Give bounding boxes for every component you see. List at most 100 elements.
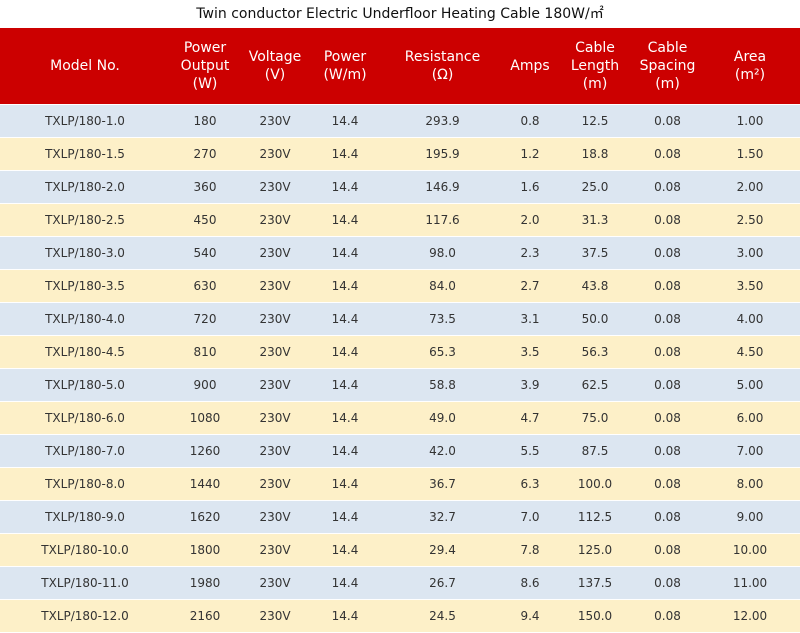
cell-resistance: 65.3: [380, 335, 505, 369]
cell-power-output: 180: [170, 104, 240, 138]
cell-amps: 3.5: [505, 335, 555, 369]
cell-resistance: 49.0: [380, 401, 505, 435]
cell-model-no: TXLP/180-5.0: [0, 368, 170, 402]
column-header-line: Model No.: [50, 57, 120, 74]
table-title: Twin conductor Electric Underfloor Heati…: [196, 6, 604, 22]
table-row: TXLP/180-4.0 720 230V 14.4 73.5 3.1 50.0 0.08 4.…: [0, 302, 800, 336]
column-header-line: (V): [264, 66, 286, 83]
cell-power-per-meter: 14.4: [310, 599, 380, 633]
cell-voltage: 230V: [240, 137, 310, 171]
cell-power-output: 630: [170, 269, 240, 303]
table-row: TXLP/180-1.5 270 230V 14.4 195.9 1.2 18.8 0.08 1…: [0, 137, 800, 171]
column-header-amps: Amps: [505, 28, 555, 105]
cell-cable-spacing: 0.08: [635, 467, 700, 501]
cell-cable-spacing: 0.08: [635, 500, 700, 534]
table-header-row: Model No. Power Output (W) Voltage (V) Power (W…: [0, 28, 800, 105]
cell-cable-spacing: 0.08: [635, 170, 700, 204]
cell-resistance: 146.9: [380, 170, 505, 204]
cell-power-output: 2160: [170, 599, 240, 633]
column-header-line: Spacing: [639, 57, 696, 74]
cell-model-no: TXLP/180-12.0: [0, 599, 170, 633]
cell-resistance: 42.0: [380, 434, 505, 468]
cell-cable-spacing: 0.08: [635, 566, 700, 600]
cell-cable-spacing: 0.08: [635, 368, 700, 402]
column-header-line: Area: [733, 48, 767, 65]
cell-cable-length: 125.0: [555, 533, 635, 567]
cell-cable-spacing: 0.08: [635, 302, 700, 336]
cell-model-no: TXLP/180-3.0: [0, 236, 170, 270]
column-header-line: (W/m): [323, 66, 367, 83]
cell-power-per-meter: 14.4: [310, 401, 380, 435]
cell-power-output: 270: [170, 137, 240, 171]
cell-cable-length: 137.5: [555, 566, 635, 600]
heating-cable-table: Model No. Power Output (W) Voltage (V) Power (W…: [0, 28, 800, 633]
column-header-line: Output: [180, 57, 230, 74]
column-header-line: Power: [323, 48, 367, 65]
cell-amps: 5.5: [505, 434, 555, 468]
column-header-line: (m): [655, 75, 680, 92]
column-header-line: Length: [570, 57, 620, 74]
cell-cable-length: 50.0: [555, 302, 635, 336]
cell-cable-length: 31.3: [555, 203, 635, 237]
cell-resistance: 84.0: [380, 269, 505, 303]
cell-cable-length: 112.5: [555, 500, 635, 534]
cell-resistance: 24.5: [380, 599, 505, 633]
column-header-power-per-meter: Power (W/m): [310, 28, 380, 105]
cell-resistance: 36.7: [380, 467, 505, 501]
column-header-voltage: Voltage (V): [240, 28, 310, 105]
column-header-line: (W): [192, 75, 218, 92]
column-header-line: Resistance: [404, 48, 481, 65]
cell-resistance: 32.7: [380, 500, 505, 534]
table-row: TXLP/180-12.0 2160 230V 14.4 24.5 9.4 150.0 0.0…: [0, 599, 800, 633]
table-row: TXLP/180-3.0 540 230V 14.4 98.0 2.3 37.5 0.08 3.…: [0, 236, 800, 270]
cell-cable-length: 18.8: [555, 137, 635, 171]
cell-cable-spacing: 0.08: [635, 104, 700, 138]
cell-power-per-meter: 14.4: [310, 170, 380, 204]
cell-area: 8.00: [700, 467, 800, 501]
cell-power-per-meter: 14.4: [310, 104, 380, 138]
cell-resistance: 58.8: [380, 368, 505, 402]
column-header-line: (Ω): [431, 66, 454, 83]
cell-cable-length: 12.5: [555, 104, 635, 138]
cell-voltage: 230V: [240, 566, 310, 600]
cell-resistance: 195.9: [380, 137, 505, 171]
column-header-power-output: Power Output (W): [170, 28, 240, 105]
cell-area: 1.00: [700, 104, 800, 138]
cell-voltage: 230V: [240, 302, 310, 336]
table-row: TXLP/180-9.0 1620 230V 14.4 32.7 7.0 112.5 0.08…: [0, 500, 800, 534]
column-header-line: Voltage: [248, 48, 302, 65]
cell-area: 4.00: [700, 302, 800, 336]
cell-voltage: 230V: [240, 236, 310, 270]
cell-power-per-meter: 14.4: [310, 269, 380, 303]
cell-cable-length: 25.0: [555, 170, 635, 204]
cell-power-per-meter: 14.4: [310, 434, 380, 468]
cell-resistance: 98.0: [380, 236, 505, 270]
cell-voltage: 230V: [240, 203, 310, 237]
cell-resistance: 29.4: [380, 533, 505, 567]
cell-model-no: TXLP/180-7.0: [0, 434, 170, 468]
cell-area: 9.00: [700, 500, 800, 534]
cell-amps: 9.4: [505, 599, 555, 633]
cell-resistance: 73.5: [380, 302, 505, 336]
cell-model-no: TXLP/180-4.0: [0, 302, 170, 336]
column-header-model-no: Model No.: [0, 28, 170, 105]
cell-power-output: 450: [170, 203, 240, 237]
table-row: TXLP/180-6.0 1080 230V 14.4 49.0 4.7 75.0 0.08 6…: [0, 401, 800, 435]
cell-voltage: 230V: [240, 170, 310, 204]
cell-voltage: 230V: [240, 104, 310, 138]
cell-cable-spacing: 0.08: [635, 533, 700, 567]
cell-power-output: 540: [170, 236, 240, 270]
column-header-line: (m): [582, 75, 608, 92]
table-row: TXLP/180-4.5 810 230V 14.4 65.3 3.5 56.3 0.08 4.…: [0, 335, 800, 369]
cell-amps: 3.9: [505, 368, 555, 402]
cell-power-output: 1620: [170, 500, 240, 534]
table-body: TXLP/180-1.0 180 230V 14.4 293.9 0.8 12.5 0.08 1…: [0, 104, 800, 633]
cell-voltage: 230V: [240, 269, 310, 303]
cell-amps: 7.0: [505, 500, 555, 534]
cell-area: 6.00: [700, 401, 800, 435]
cell-area: 10.00: [700, 533, 800, 567]
column-header-line: Amps: [510, 57, 550, 74]
table-row: TXLP/180-8.0 1440 230V 14.4 36.7 6.3 100.0 0.08…: [0, 467, 800, 501]
cell-amps: 2.0: [505, 203, 555, 237]
cell-area: 12.00: [700, 599, 800, 633]
